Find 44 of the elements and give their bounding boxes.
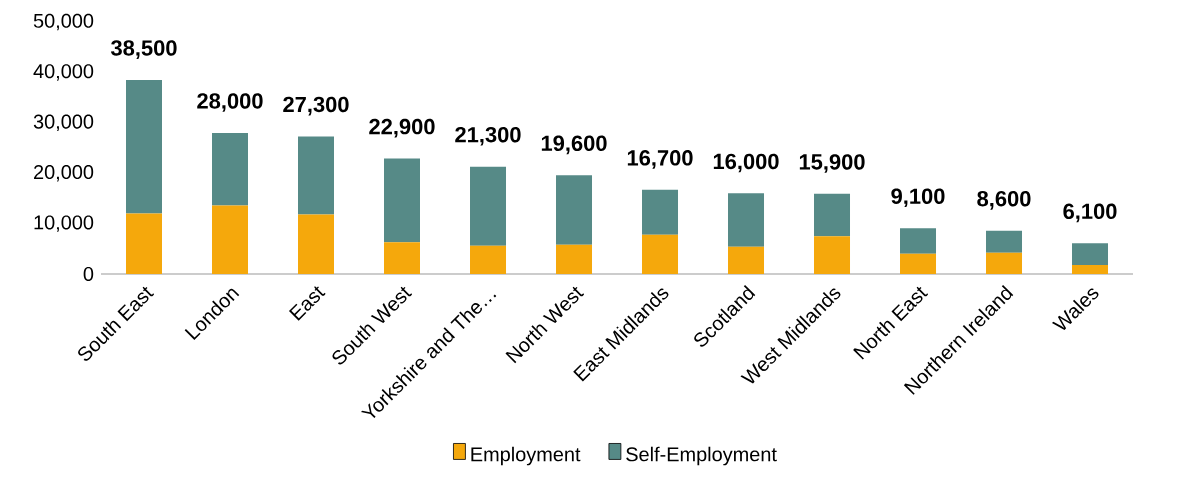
bar [728,246,765,274]
y-tick-label: 10,000 [34,215,94,232]
bar [470,166,507,246]
bar [814,193,851,237]
bar [986,230,1023,253]
bar [900,253,937,274]
bar [126,79,162,214]
total-label: 19,600 [541,135,607,155]
bar [1072,264,1109,274]
total-label: 9,100 [891,188,945,208]
bar [212,205,248,274]
total-label: 28,000 [197,93,263,112]
total-label: 21,300 [455,126,521,146]
bar [728,193,765,247]
total-label: 27,300 [283,96,349,116]
bar [986,252,1023,274]
total-label: 8,600 [977,190,1031,210]
bar [556,175,593,245]
total-label: 38,500 [110,40,177,59]
y-tick-label: 0 [83,266,94,282]
bar [642,234,679,274]
legend-label: Self-Employment [626,446,777,466]
y-tick-label: 20,000 [34,164,94,182]
total-label: 6,100 [1063,203,1117,223]
y-tick-label: 50,000 [33,13,94,31]
y-tick-label: 30,000 [33,114,94,132]
legend-label: Employment [471,446,581,466]
bar [298,136,334,215]
bar [1072,243,1109,265]
bar [814,236,851,274]
bar [642,189,679,235]
bar [470,245,507,274]
total-label: 22,900 [369,118,435,138]
bar [126,213,162,274]
bar [212,132,248,206]
bar [900,228,937,254]
total-label: 15,900 [799,154,865,173]
total-label: 16,700 [627,150,693,169]
bar [298,214,334,274]
total-label: 16,000 [713,153,779,173]
bar [384,158,420,243]
bar [556,244,593,274]
bar [384,242,420,274]
y-tick-label: 40,000 [33,64,94,81]
